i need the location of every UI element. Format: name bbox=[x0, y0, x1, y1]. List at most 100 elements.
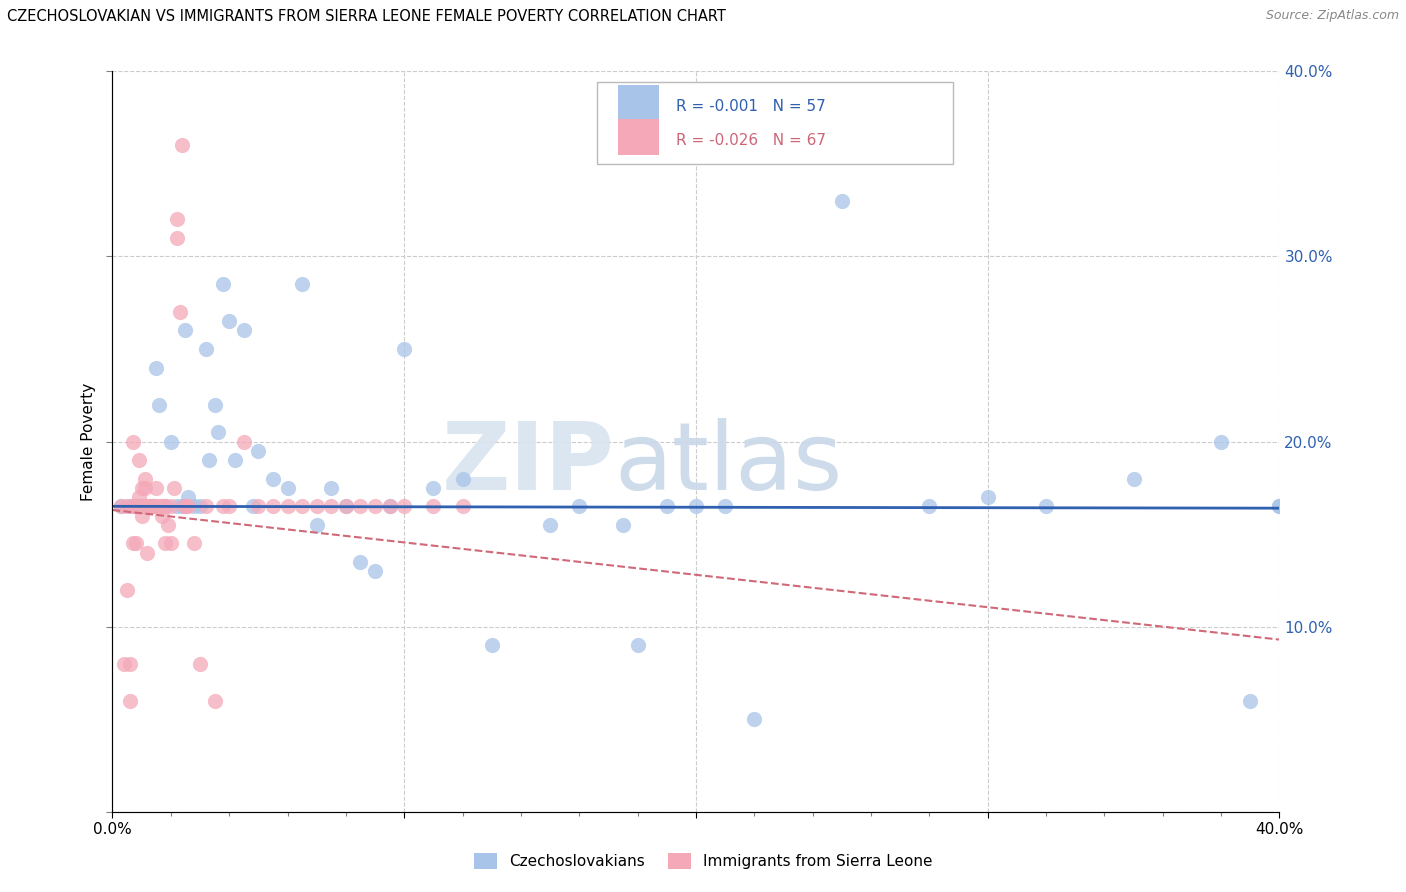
Point bbox=[262, 471, 284, 485]
Bar bbox=[617, 120, 658, 155]
Point bbox=[160, 500, 183, 514]
Point bbox=[714, 500, 737, 514]
Point bbox=[145, 360, 167, 375]
Point bbox=[153, 500, 176, 514]
Point bbox=[131, 500, 153, 514]
Point bbox=[172, 138, 194, 153]
Point bbox=[169, 305, 191, 319]
Point bbox=[335, 500, 357, 514]
Point bbox=[148, 397, 170, 411]
Point bbox=[305, 517, 328, 532]
Point bbox=[349, 500, 371, 514]
Point bbox=[131, 500, 153, 514]
Point bbox=[131, 500, 153, 514]
Point bbox=[160, 434, 183, 449]
Point bbox=[122, 536, 145, 550]
Point bbox=[194, 342, 217, 356]
Bar bbox=[596, 82, 953, 164]
Point bbox=[291, 500, 314, 514]
Point bbox=[218, 500, 240, 514]
Point bbox=[145, 481, 167, 495]
Point bbox=[976, 490, 998, 504]
Point bbox=[134, 500, 156, 514]
Point bbox=[218, 314, 240, 328]
Point bbox=[174, 500, 197, 514]
Point bbox=[110, 500, 132, 514]
Point bbox=[194, 500, 217, 514]
Point bbox=[131, 500, 153, 514]
Text: atlas: atlas bbox=[614, 417, 842, 509]
Point bbox=[183, 536, 205, 550]
Point bbox=[188, 657, 211, 671]
Point bbox=[110, 500, 132, 514]
Point bbox=[183, 500, 205, 514]
Point bbox=[204, 694, 226, 708]
Point bbox=[148, 500, 170, 514]
Point bbox=[1268, 500, 1291, 514]
Point bbox=[174, 500, 197, 514]
Point bbox=[166, 500, 188, 514]
Point bbox=[1239, 694, 1261, 708]
Point bbox=[134, 481, 156, 495]
Point bbox=[115, 500, 138, 514]
Point bbox=[742, 712, 765, 726]
Point bbox=[612, 517, 634, 532]
Legend: Czechoslovakians, Immigrants from Sierra Leone: Czechoslovakians, Immigrants from Sierra… bbox=[468, 847, 938, 875]
Point bbox=[321, 500, 343, 514]
Point bbox=[204, 397, 226, 411]
Point bbox=[212, 500, 235, 514]
Point bbox=[139, 500, 162, 514]
Point bbox=[197, 453, 219, 467]
Point bbox=[242, 500, 264, 514]
Point bbox=[128, 490, 150, 504]
Text: CZECHOSLOVAKIAN VS IMMIGRANTS FROM SIERRA LEONE FEMALE POVERTY CORRELATION CHART: CZECHOSLOVAKIAN VS IMMIGRANTS FROM SIERR… bbox=[7, 9, 725, 24]
Point bbox=[153, 500, 176, 514]
Point bbox=[335, 500, 357, 514]
Point bbox=[232, 434, 254, 449]
Bar bbox=[617, 86, 658, 121]
Point bbox=[207, 425, 229, 440]
Point bbox=[1209, 434, 1232, 449]
Text: R = -0.001   N = 57: R = -0.001 N = 57 bbox=[676, 99, 825, 113]
Point bbox=[626, 638, 648, 652]
Point bbox=[422, 481, 444, 495]
Y-axis label: Female Poverty: Female Poverty bbox=[80, 383, 96, 500]
Text: Source: ZipAtlas.com: Source: ZipAtlas.com bbox=[1265, 9, 1399, 22]
Point bbox=[166, 212, 188, 227]
Point bbox=[118, 657, 141, 671]
Point bbox=[174, 324, 197, 338]
Point bbox=[538, 517, 561, 532]
Point bbox=[150, 500, 173, 514]
Point bbox=[378, 500, 401, 514]
Point bbox=[422, 500, 444, 514]
Point bbox=[247, 443, 270, 458]
Point bbox=[136, 500, 159, 514]
Point bbox=[451, 500, 474, 514]
Point bbox=[305, 500, 328, 514]
Point bbox=[1035, 500, 1057, 514]
Point bbox=[128, 453, 150, 467]
Point bbox=[364, 564, 387, 578]
Point bbox=[139, 500, 162, 514]
Point bbox=[188, 500, 211, 514]
Point bbox=[139, 500, 162, 514]
Point bbox=[392, 342, 416, 356]
Point bbox=[122, 500, 145, 514]
Point bbox=[918, 500, 941, 514]
Point bbox=[166, 231, 188, 245]
Point bbox=[685, 500, 707, 514]
Point bbox=[142, 500, 165, 514]
Point bbox=[163, 481, 186, 495]
Point bbox=[364, 500, 387, 514]
Point bbox=[131, 481, 153, 495]
Point bbox=[232, 324, 254, 338]
Point bbox=[115, 582, 138, 597]
Point bbox=[136, 500, 159, 514]
Point bbox=[172, 500, 194, 514]
Point bbox=[276, 481, 298, 495]
Point bbox=[142, 500, 165, 514]
Point bbox=[349, 555, 371, 569]
Point bbox=[481, 638, 503, 652]
Point bbox=[136, 545, 159, 560]
Point bbox=[118, 500, 141, 514]
